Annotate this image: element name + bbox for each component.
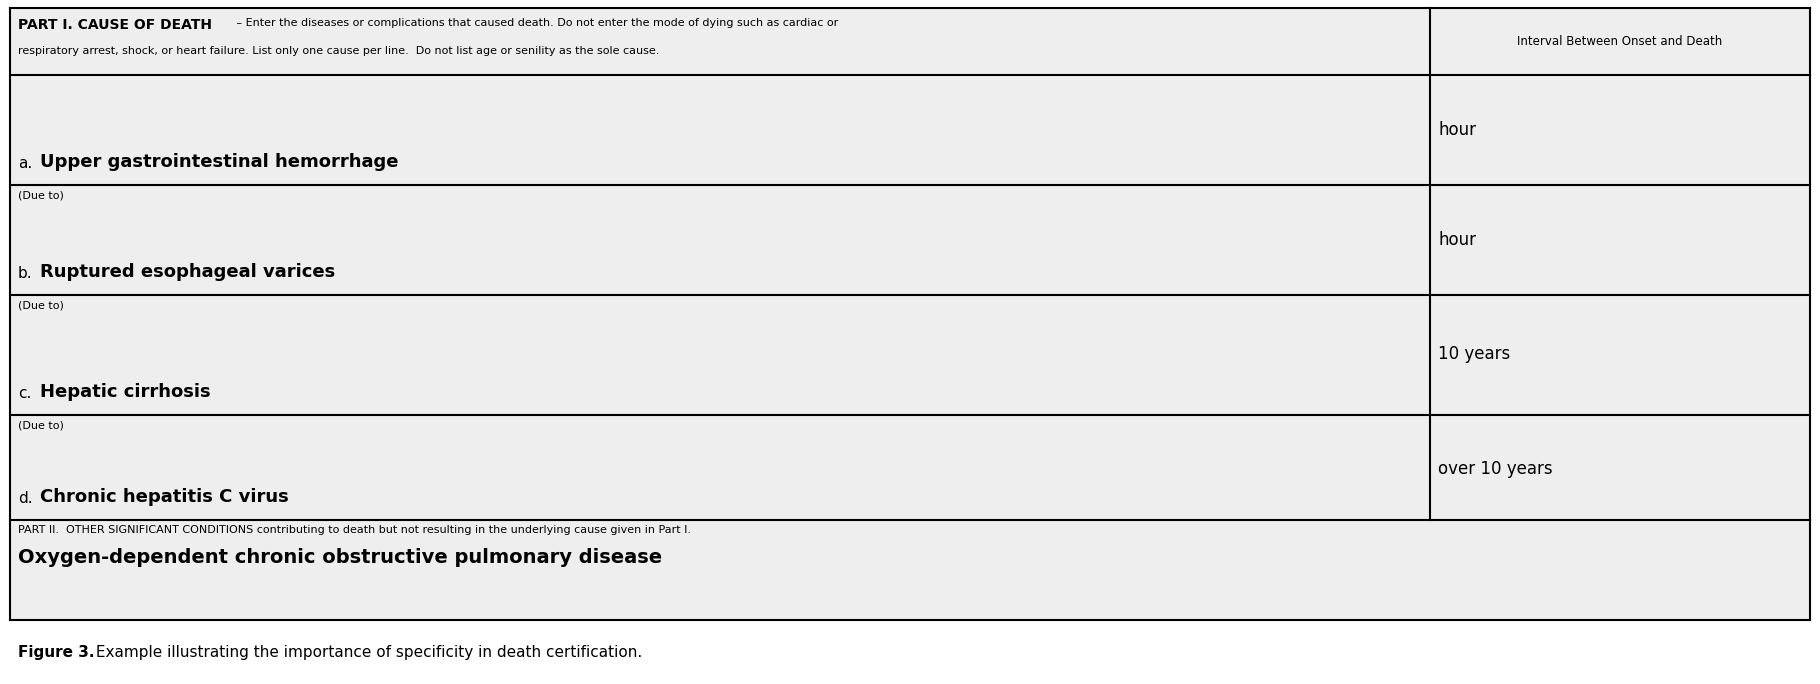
Text: Example illustrating the importance of specificity in death certification.: Example illustrating the importance of s… <box>91 645 642 660</box>
Text: c.: c. <box>18 386 31 401</box>
Text: Oxygen-dependent chronic obstructive pulmonary disease: Oxygen-dependent chronic obstructive pul… <box>18 548 662 567</box>
Text: 10 years: 10 years <box>1438 345 1511 363</box>
Text: Figure 3.: Figure 3. <box>18 645 95 660</box>
Text: Upper gastrointestinal hemorrhage: Upper gastrointestinal hemorrhage <box>40 153 399 171</box>
Text: – Enter the diseases or complications that caused death. Do not enter the mode o: – Enter the diseases or complications th… <box>233 18 839 28</box>
Text: hour: hour <box>1438 231 1476 249</box>
Text: hour: hour <box>1438 121 1476 139</box>
Text: respiratory arrest, shock, or heart failure. List only one cause per line.  Do n: respiratory arrest, shock, or heart fail… <box>18 46 659 56</box>
Text: (Due to): (Due to) <box>18 190 64 200</box>
Text: (Due to): (Due to) <box>18 300 64 310</box>
Text: d.: d. <box>18 491 33 506</box>
Text: over 10 years: over 10 years <box>1438 460 1552 478</box>
Text: PART II.  OTHER SIGNIFICANT CONDITIONS contributing to death but not resulting i: PART II. OTHER SIGNIFICANT CONDITIONS co… <box>18 525 692 535</box>
Polygon shape <box>9 8 1811 620</box>
Text: Chronic hepatitis C virus: Chronic hepatitis C virus <box>40 488 289 506</box>
Text: Interval Between Onset and Death: Interval Between Onset and Death <box>1518 35 1722 48</box>
Text: Hepatic cirrhosis: Hepatic cirrhosis <box>40 383 211 401</box>
Text: PART I. CAUSE OF DEATH: PART I. CAUSE OF DEATH <box>18 18 211 32</box>
Text: (Due to): (Due to) <box>18 420 64 430</box>
Text: a.: a. <box>18 156 33 171</box>
Text: Ruptured esophageal varices: Ruptured esophageal varices <box>40 263 335 281</box>
Text: b.: b. <box>18 266 33 281</box>
